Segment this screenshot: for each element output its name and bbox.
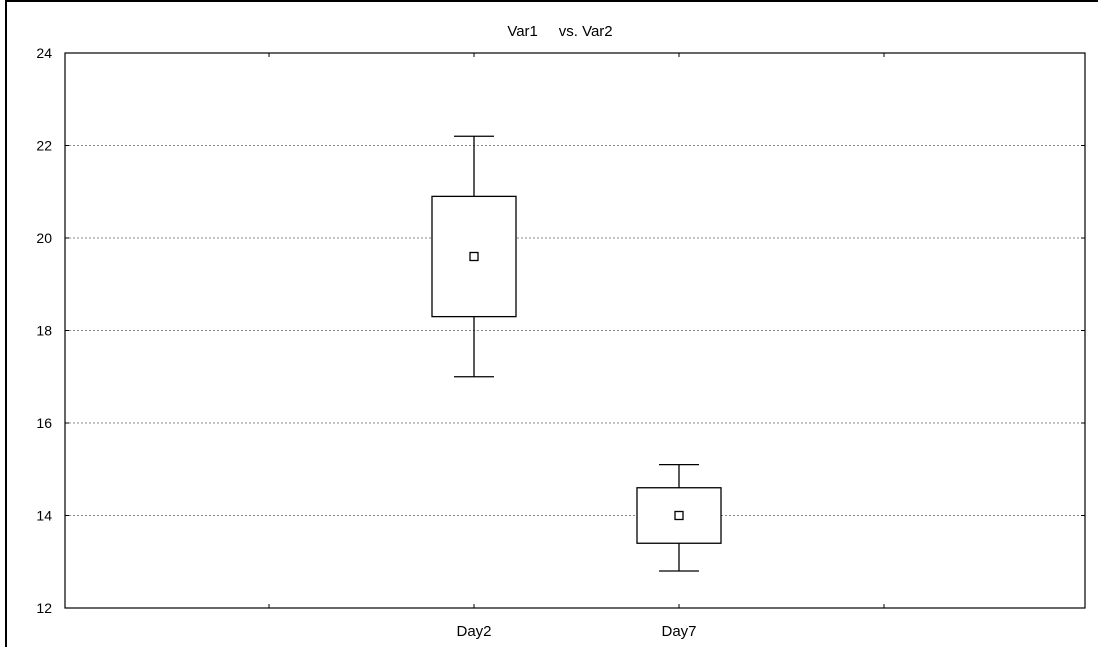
y-tick-label: 18 [36,323,52,339]
mean-marker [469,251,479,262]
y-tick-label: 14 [36,508,52,524]
y-tick-label: 16 [36,415,52,431]
chart-title: Var1 vs. Var2 [507,23,612,40]
x-tick-label: Day7 [661,623,696,640]
gridlines [65,145,1085,516]
mean-marker [674,510,684,521]
y-tick-label: 22 [36,138,52,154]
y-tick-label: 20 [36,230,52,246]
box-day7 [636,463,722,572]
plot-area [64,52,1086,609]
x-tick-label: Day2 [456,623,491,640]
y-tick-label: 12 [36,600,52,616]
boxes [431,135,722,572]
y-tick-label: 24 [36,45,52,61]
x-axis-ticks: Day2 Day7 [268,53,885,640]
y-axis-ticks: 12 14 16 18 20 22 24 [36,45,1085,616]
box-day2 [431,135,517,378]
